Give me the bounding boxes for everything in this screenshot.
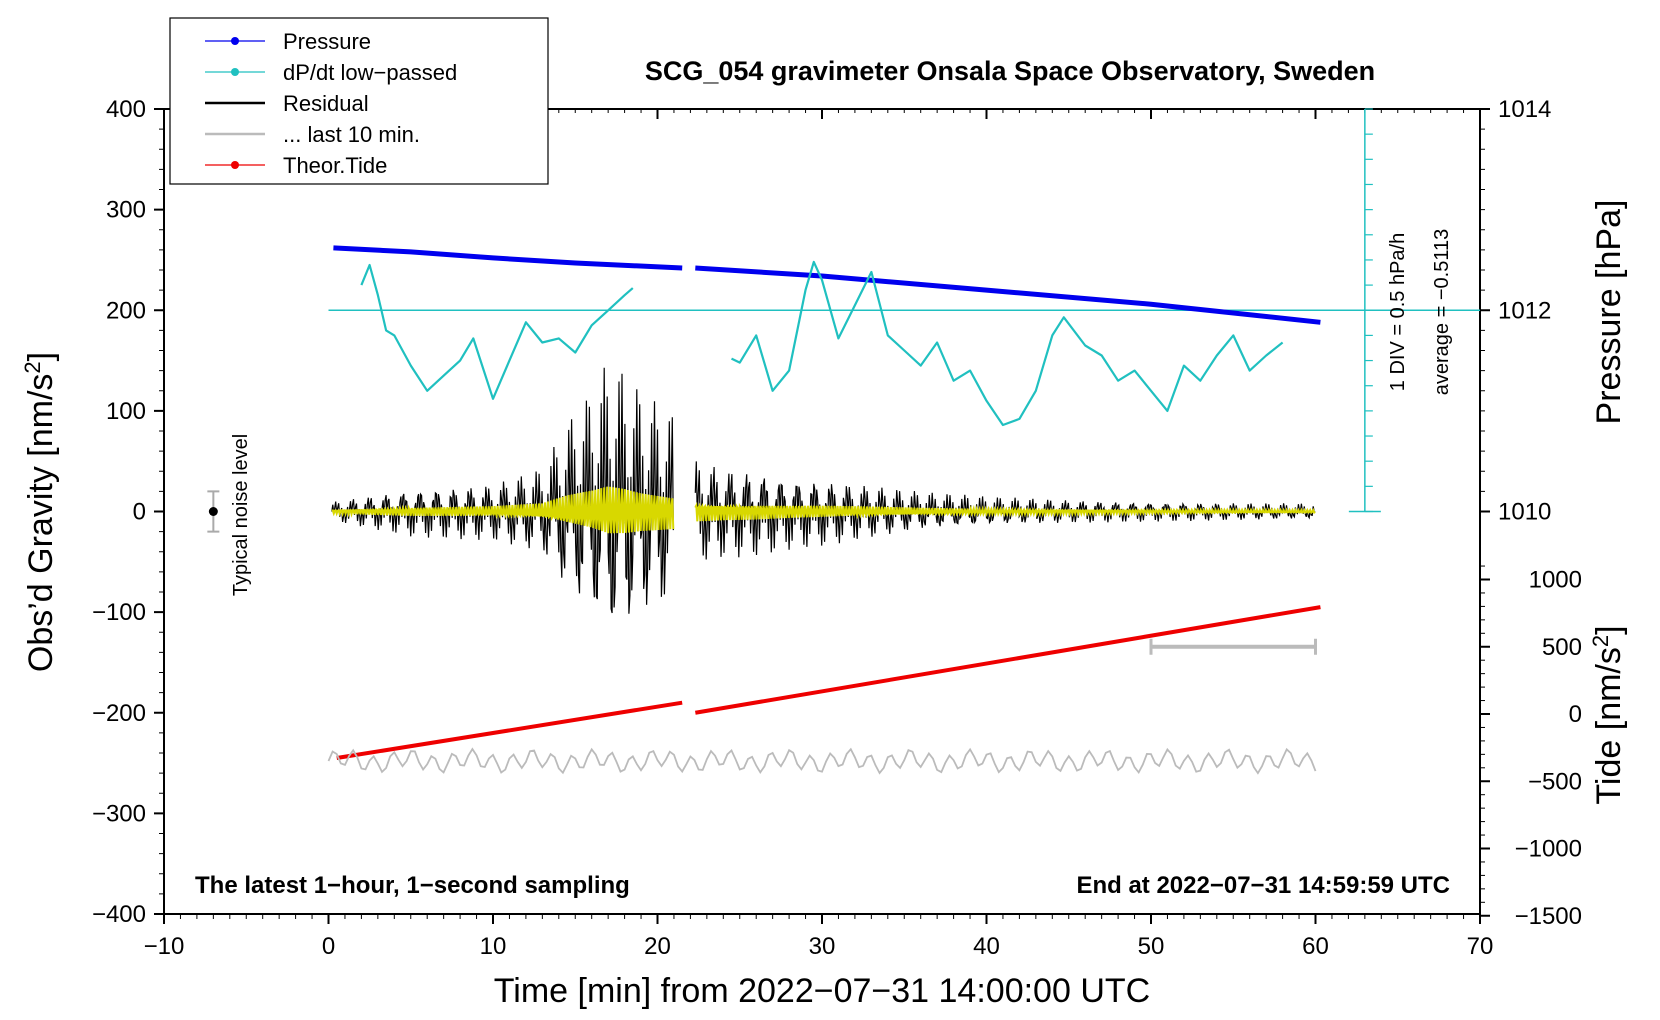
legend-label: ... last 10 min. (283, 122, 420, 147)
pressure-tick-label: 1010 (1498, 499, 1551, 526)
y-axis-left-title: Obs’d Gravity [nm/s2] (20, 352, 60, 672)
y-tick-label: −200 (92, 700, 146, 727)
tide-tick-label: 1000 (1529, 567, 1582, 594)
latest-hour-note: The latest 1−hour, 1−second sampling (195, 872, 630, 899)
x-tick-label: 30 (809, 933, 836, 960)
legend-box (169, 17, 549, 185)
legend-label: dP/dt low−passed (283, 60, 457, 85)
y-axis-pressure-title: Pressure [hPa] (1590, 200, 1628, 425)
legend: Pressure dP/dt low−passed Residual ... last… (169, 17, 549, 185)
legend-label: Residual (283, 91, 369, 116)
y-tick-label: 300 (106, 197, 146, 224)
y-tick-label: −100 (92, 599, 146, 626)
y-tick-label: −300 (92, 800, 146, 827)
dpdt-scale-label: 1 DIV = 0.5 hPa/h (1387, 233, 1409, 391)
chart-title: SCG_054 gravimeter Onsala Space Observat… (645, 56, 1375, 86)
x-tick-label: 70 (1467, 933, 1494, 960)
dpdt-series-line (731, 260, 1284, 427)
dpdt-average-label: average = −0.5113 (1431, 229, 1453, 395)
x-tick-label: 50 (1138, 933, 1165, 960)
x-tick-label: −10 (144, 933, 185, 960)
x-tick-label: 10 (480, 933, 507, 960)
y-tick-label: −400 (92, 901, 146, 928)
y-axis-tide-title: Tide [nm/s2] (1588, 625, 1628, 804)
dpdt-series-line (360, 263, 634, 400)
residual-series-line (331, 367, 674, 614)
tide-tick-label: 500 (1542, 634, 1582, 661)
tide-tick-label: 0 (1569, 701, 1582, 728)
end-time-note: End at 2022−07−31 14:59:59 UTC (1076, 872, 1450, 899)
legend-marker (231, 68, 239, 76)
x-tick-label: 60 (1302, 933, 1329, 960)
noise-level-label: Typical noise level (230, 434, 252, 596)
legend-label: Theor.Tide (283, 153, 387, 178)
legend-marker (231, 161, 239, 169)
x-tick-label: 0 (322, 933, 335, 960)
pressure-tick-label: 1014 (1498, 96, 1551, 123)
last-10min-series-line (327, 747, 1317, 775)
tide-series-line (336, 700, 683, 761)
fitted-series-line (694, 501, 1316, 522)
x-axis-title: Time [min] from 2022−07−31 14:00:00 UTC (494, 972, 1150, 1010)
fitted-series-line (331, 486, 675, 534)
y-tick-label: 0 (133, 499, 146, 526)
y-tick-label: 400 (106, 96, 146, 123)
tide-tick-label: −1500 (1515, 903, 1582, 930)
tide-tick-label: −500 (1528, 768, 1582, 795)
legend-marker (231, 37, 239, 45)
x-tick-label: 20 (644, 933, 671, 960)
x-tick-label: 40 (973, 933, 1000, 960)
dpdt-axis (1348, 108, 1381, 513)
pressure-series-line (333, 245, 683, 271)
y-tick-label: 100 (106, 398, 146, 425)
tide-series-line (695, 605, 1321, 715)
legend-label: Pressure (283, 29, 371, 54)
pressure-series-line (695, 265, 1321, 325)
tide-tick-label: −1000 (1515, 836, 1582, 863)
series-layer (207, 245, 1321, 775)
noise-point (208, 507, 218, 516)
y-tick-label: 200 (106, 297, 146, 324)
axis-ticks: −10 0 10 20 30 40 50 60 70−400−300−200−100010020… (92, 96, 1582, 960)
pressure-tick-label: 1012 (1498, 297, 1551, 324)
